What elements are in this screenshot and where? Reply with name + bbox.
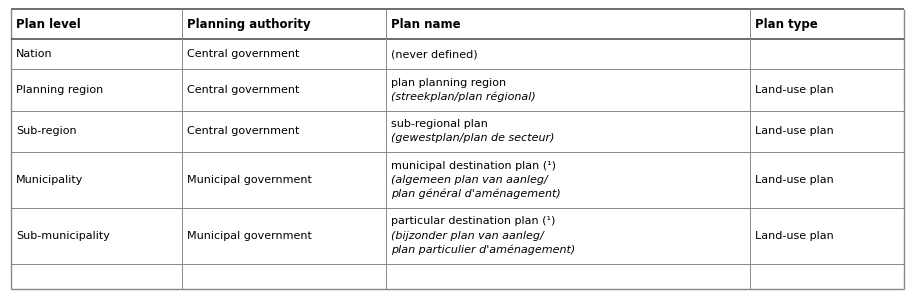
Text: (never defined): (never defined) <box>391 49 478 59</box>
Text: Central government: Central government <box>188 126 300 136</box>
Text: Land-use plan: Land-use plan <box>756 175 834 185</box>
Text: Municipal government: Municipal government <box>188 175 312 185</box>
Text: Land-use plan: Land-use plan <box>756 85 834 95</box>
Text: (gewestplan/plan de secteur): (gewestplan/plan de secteur) <box>391 134 554 143</box>
Text: municipal destination plan (¹): municipal destination plan (¹) <box>391 161 556 171</box>
Text: (bijzonder plan van aanleg/: (bijzonder plan van aanleg/ <box>391 231 544 241</box>
Text: Sub-region: Sub-region <box>16 126 77 136</box>
Text: Planning region: Planning region <box>16 85 103 95</box>
Text: Sub-municipality: Sub-municipality <box>16 231 110 241</box>
Text: Municipal government: Municipal government <box>188 231 312 241</box>
Text: Central government: Central government <box>188 85 300 95</box>
Text: sub-regional plan: sub-regional plan <box>391 119 488 129</box>
Text: Central government: Central government <box>188 49 300 59</box>
Text: Plan name: Plan name <box>391 18 460 31</box>
Text: plan planning region: plan planning region <box>391 78 506 88</box>
Text: Nation: Nation <box>16 49 52 59</box>
Text: (streekplan/plan régional): (streekplan/plan régional) <box>391 92 536 102</box>
Text: Plan level: Plan level <box>16 18 81 31</box>
Text: particular destination plan (¹): particular destination plan (¹) <box>391 216 555 226</box>
Text: Planning authority: Planning authority <box>188 18 311 31</box>
Text: Land-use plan: Land-use plan <box>756 231 834 241</box>
Text: Land-use plan: Land-use plan <box>756 126 834 136</box>
Text: (algemeen plan van aanleg/: (algemeen plan van aanleg/ <box>391 175 548 185</box>
Text: Plan type: Plan type <box>756 18 818 31</box>
Text: Municipality: Municipality <box>16 175 83 185</box>
Text: plan général d'aménagement): plan général d'aménagement) <box>391 189 561 199</box>
Text: plan particulier d'aménagement): plan particulier d'aménagement) <box>391 245 576 255</box>
